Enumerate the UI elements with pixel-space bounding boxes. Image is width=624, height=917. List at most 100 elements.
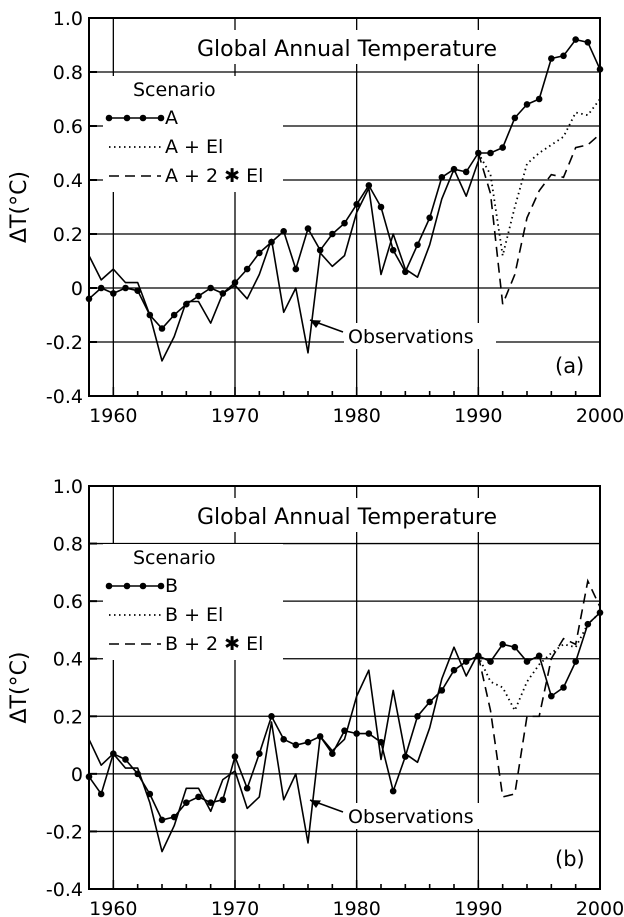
x-tick-label: 1990: [454, 898, 502, 917]
legend: Scenario B B + El B + 2 ✱ El: [105, 547, 263, 655]
data-point: [560, 684, 567, 691]
data-point: [268, 712, 275, 720]
data-point: [207, 799, 214, 806]
data-point: [243, 784, 251, 792]
legend-title: Scenario: [133, 79, 216, 101]
annotation-arrow-head: [310, 800, 321, 808]
data-point: [183, 799, 190, 806]
series-line-observations: [88, 160, 480, 362]
y-tick-label: -0.2: [46, 821, 83, 843]
data-point: [231, 279, 239, 286]
data-point: [170, 311, 178, 319]
data-point: [426, 698, 433, 706]
annotation-arrow-head: [310, 320, 321, 328]
legend-entry: B: [165, 575, 178, 597]
legend-entry: A + 2 ✱ El: [165, 165, 263, 187]
data-point: [365, 730, 373, 737]
data-point: [389, 787, 397, 795]
data-point: [596, 66, 604, 73]
data-point: [414, 712, 421, 720]
legend-entry: B + El: [165, 604, 223, 626]
data-point: [316, 246, 324, 254]
data-point: [414, 241, 421, 249]
data-point: [110, 290, 117, 297]
data-point: [596, 609, 604, 616]
y-tick-label: 1.0: [53, 476, 83, 498]
data-point: [535, 95, 543, 103]
legend-background: [103, 544, 283, 660]
y-tick-label: 0.6: [53, 116, 83, 138]
data-point: [329, 230, 336, 238]
data-point: [511, 643, 519, 651]
legend-background: [103, 76, 283, 192]
data-point: [122, 756, 129, 763]
y-tick-label: 0.2: [53, 224, 83, 246]
legend-swatch-dot: [105, 582, 113, 590]
data-point: [462, 168, 470, 176]
x-tick-label: 1980: [332, 405, 380, 427]
y-tick-label: 0: [71, 278, 83, 300]
y-axis-label: ΔT(°C): [7, 651, 32, 723]
series-line-b-2-el: [477, 578, 601, 798]
legend-swatch-dot: [123, 114, 131, 122]
panel-label: (a): [555, 354, 584, 378]
data-point: [426, 214, 433, 222]
x-tick-label: 1980: [332, 898, 380, 917]
legend-swatch-dot: [105, 114, 113, 122]
x-tick-label: 1990: [454, 405, 502, 427]
annotation-background: [344, 323, 496, 349]
y-tick-label: -0.2: [46, 332, 83, 354]
data-point: [462, 658, 470, 665]
data-point: [511, 114, 519, 122]
y-tick-label: 0.8: [53, 534, 83, 556]
data-point: [560, 52, 567, 60]
data-point: [97, 790, 105, 798]
data-point: [535, 652, 543, 660]
data-point: [122, 284, 129, 292]
data-point: [207, 284, 214, 292]
data-point: [487, 149, 494, 157]
data-point: [256, 249, 263, 257]
data-point: [572, 658, 579, 665]
x-tick-label: 1970: [211, 405, 259, 427]
data-point: [158, 816, 166, 824]
data-point: [304, 225, 312, 232]
series-line-observations: [88, 646, 480, 853]
data-point: [523, 101, 531, 108]
data-point: [499, 144, 506, 151]
data-point: [341, 219, 348, 227]
chart-title: Global Annual Temperature: [197, 37, 497, 62]
y-tick-label: -0.4: [46, 386, 83, 408]
title-background: [147, 498, 549, 532]
data-point: [304, 738, 312, 746]
legend-swatch-dot: [157, 582, 165, 590]
data-point: [584, 39, 592, 46]
legend-title: Scenario: [133, 547, 216, 569]
y-tick-label: 0.8: [53, 62, 83, 84]
series-line-a-el: [477, 98, 601, 256]
data-point: [158, 325, 166, 332]
y-axis-label: ΔT(°C): [7, 171, 32, 243]
data-point: [280, 736, 287, 743]
data-point: [195, 793, 202, 801]
plot-frame: [88, 17, 601, 397]
plot-frame: [88, 485, 601, 890]
data-point: [499, 641, 506, 648]
data-point: [572, 36, 579, 43]
y-tick-label: 1.0: [53, 8, 83, 30]
y-tick-label: -0.4: [46, 879, 83, 901]
data-point: [97, 284, 105, 292]
data-point: [450, 666, 458, 674]
data-point: [195, 292, 202, 300]
panel-label-background: [549, 351, 595, 379]
x-tick-label: 2000: [576, 405, 624, 427]
y-tick-label: 0.4: [53, 649, 83, 671]
data-point: [219, 796, 227, 804]
data-point: [243, 265, 251, 273]
data-point: [85, 773, 93, 781]
data-point: [353, 201, 360, 208]
chart-title: Global Annual Temperature: [197, 505, 497, 530]
title-background: [147, 30, 549, 64]
data-point: [280, 228, 287, 235]
